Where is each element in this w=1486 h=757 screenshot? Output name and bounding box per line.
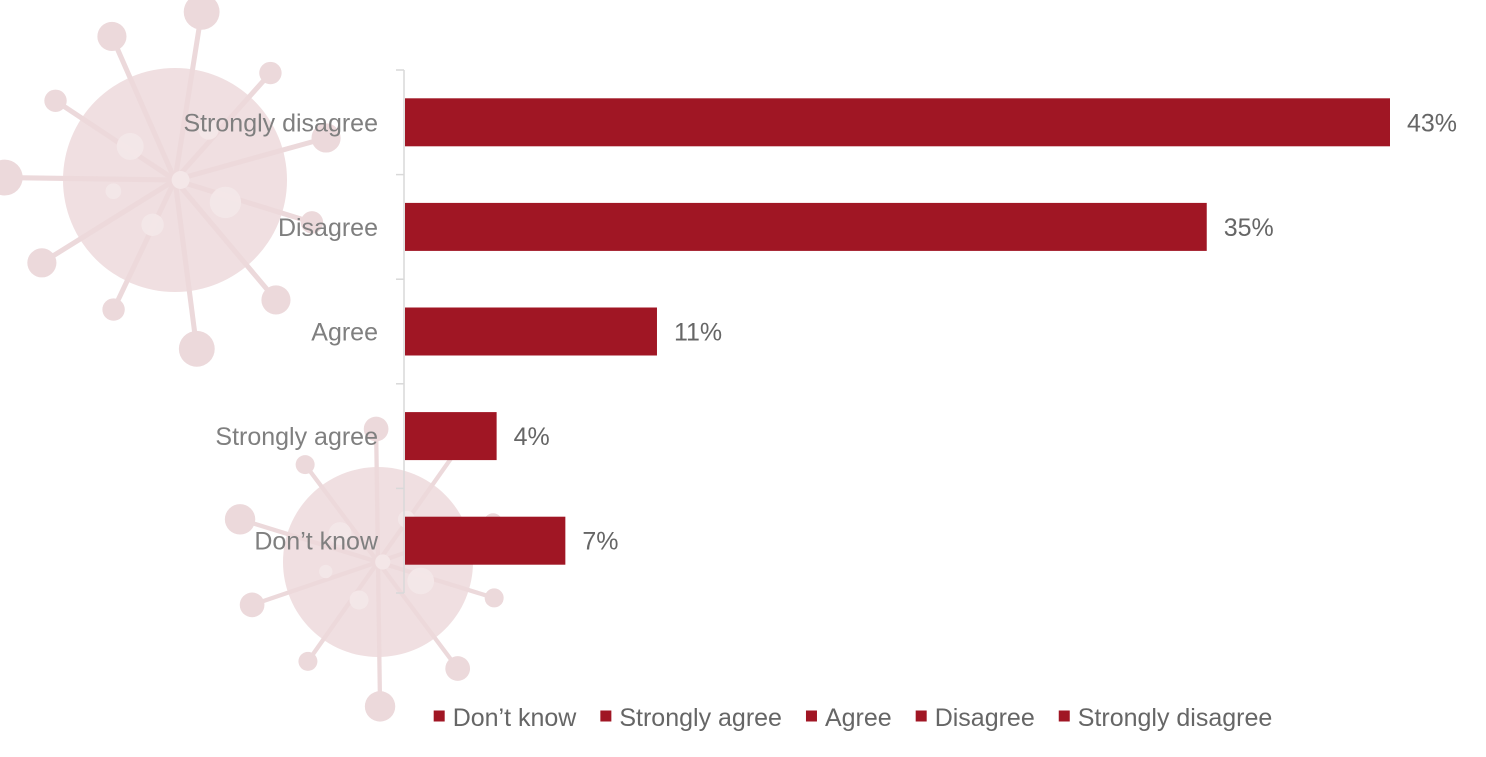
- legend-entry: Agree: [825, 704, 892, 732]
- bar: [405, 412, 497, 461]
- legend-entry: Don’t know: [453, 704, 578, 732]
- y-axis: [396, 69, 405, 594]
- category-label: Agree: [311, 319, 378, 347]
- legend-entry: Strongly disagree: [1078, 704, 1273, 732]
- virus-icon: [224, 416, 504, 722]
- value-labels: 43% 35% 11% 4% 7%: [514, 109, 1457, 555]
- bar: [405, 202, 1207, 251]
- category-label: Strongly agree: [215, 423, 378, 451]
- category-labels: Strongly disagree Disagree Agree Strongly a…: [183, 109, 379, 555]
- legend-swatch: [600, 710, 612, 722]
- category-label: Don’t know: [254, 528, 379, 556]
- bar: [405, 516, 566, 565]
- virus-icon: [0, 0, 341, 367]
- legend: Don’t know Strongly agree Agree Disagree Str…: [433, 704, 1273, 732]
- bar: [405, 307, 657, 356]
- category-label: Disagree: [278, 214, 378, 242]
- legend-swatch: [433, 710, 445, 722]
- value-label: 11%: [674, 319, 722, 347]
- virus-icon: [0, 0, 504, 722]
- bar: [405, 98, 1390, 147]
- value-label: 35%: [1224, 214, 1274, 242]
- legend-swatch: [915, 710, 927, 722]
- legend-swatch: [805, 710, 817, 722]
- category-label: Strongly disagree: [183, 109, 378, 137]
- value-label: 43%: [1407, 109, 1457, 137]
- bars: [405, 98, 1390, 565]
- legend-entry: Strongly agree: [619, 704, 782, 732]
- value-label: 7%: [582, 528, 618, 556]
- legend-swatch: [1058, 710, 1070, 722]
- value-label: 4%: [514, 423, 550, 451]
- legend-entry: Disagree: [935, 704, 1035, 732]
